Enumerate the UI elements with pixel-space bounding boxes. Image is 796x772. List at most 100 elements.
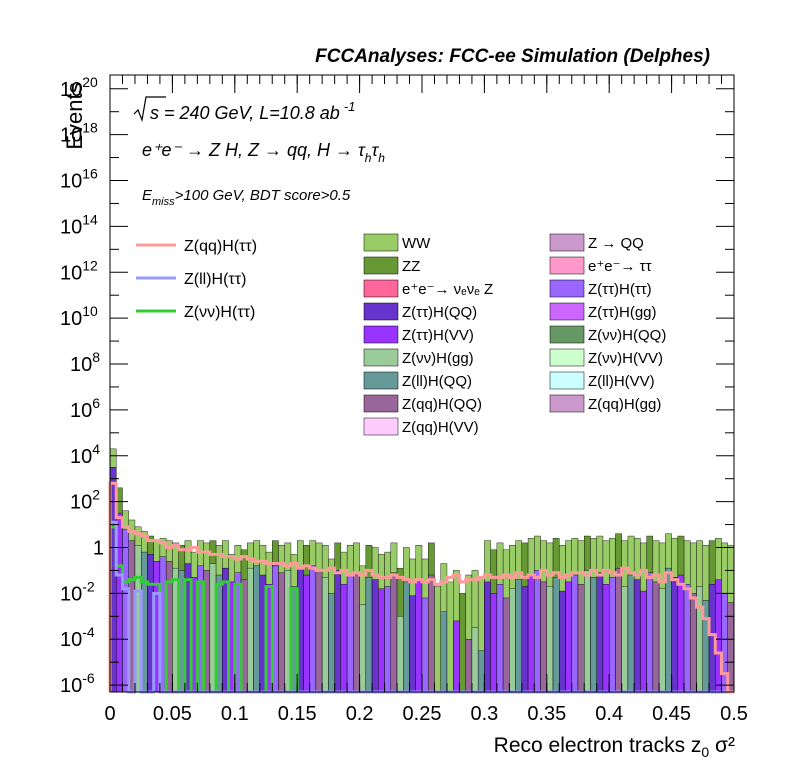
bar-component (484, 581, 491, 693)
legend-stack-label: WW (402, 235, 431, 252)
lumi-exponent: -1 (344, 99, 356, 114)
legend-stack-swatch (549, 325, 585, 344)
legend-stack-label: Z(ττ)H(VV) (402, 327, 474, 344)
bar-component (371, 579, 379, 693)
bar-component (515, 579, 523, 693)
bar-component (396, 616, 404, 693)
legend-stack-label: e⁺e⁻→ νₑνₑ Z (402, 281, 493, 298)
legend-line-label: Z(qq)H(ττ) (184, 238, 257, 255)
bar-component (409, 595, 416, 693)
x-tick-label: 0.1 (221, 703, 249, 725)
bar-component (303, 574, 310, 693)
legend-stack-label: Z(qq)H(gg) (588, 396, 661, 413)
y-tick-label: 1014 (60, 211, 98, 238)
legend-stack-label: Z(νν)H(gg) (402, 350, 474, 367)
sqrt-symbol (133, 96, 166, 123)
bar-component (440, 611, 448, 693)
x-tick-label: 0.35 (527, 703, 566, 725)
bar-component (584, 570, 591, 693)
bar-component (247, 567, 254, 693)
tau-2: τ (371, 140, 379, 160)
y-axis-title: Events (62, 82, 87, 149)
bar-component (615, 567, 622, 693)
bar-component (683, 583, 691, 693)
bar-component (359, 604, 367, 693)
y-tick-label: 1012 (60, 257, 98, 284)
bar-component (278, 572, 285, 693)
bar-component (378, 588, 385, 693)
legend-stack-swatch (549, 256, 585, 275)
legend-stack-swatch (363, 417, 399, 436)
legend-stack-label: Z(νν)H(QQ) (588, 327, 666, 344)
x-tick-label: 0.3 (470, 703, 498, 725)
legend-line-label: Z(ll)H(ττ) (184, 271, 246, 288)
svg-text:s = 240 GeV, L=10.8 ab-1: s = 240 GeV, L=10.8 ab -1 (150, 99, 355, 123)
legend-stack-swatch (363, 394, 399, 413)
bar-component (665, 567, 672, 693)
bar-component (309, 565, 317, 693)
legend-stack-swatch (549, 371, 585, 390)
bar-component (577, 583, 585, 693)
process-annotation: e⁺e⁻ → Z H, Z → qq, H → τhτh (142, 140, 385, 165)
legend-stack-label: ZZ (402, 258, 420, 275)
bar-component (415, 579, 423, 693)
axis-ticks: 0 0.05 0.1 0.15 0.2 0.25 0.3 0.35 0.4 0.45 0.5 10-6… (60, 74, 748, 725)
x-tick-label: 0.2 (346, 703, 374, 725)
bar-component (315, 570, 323, 693)
bar-component (621, 586, 629, 693)
zqqh-step-line (108, 481, 734, 694)
bar-component (365, 577, 373, 693)
bar-component (677, 574, 685, 693)
legend-stack-swatch (363, 325, 399, 344)
x-tick-label: 0.05 (153, 703, 192, 725)
x-axis-tail: σ² (709, 734, 735, 757)
bar-component (521, 586, 529, 693)
legend-stack-label: Z(ll)H(QQ) (402, 373, 472, 390)
bar-component (658, 588, 666, 693)
y-tick-label: 1016 (60, 166, 98, 193)
chart-title: FCCAnalyses: FCC-ee Simulation (Delphes) (315, 46, 710, 67)
legend-stack-swatch (549, 348, 585, 367)
bar-component (633, 579, 641, 693)
bar-component (671, 577, 679, 693)
legend-stack-label: Z(ll)H(VV) (588, 373, 655, 390)
x-tick-label: 0.15 (278, 703, 317, 725)
bar-component (565, 581, 572, 693)
y-tick-label: 102 (70, 487, 100, 514)
y-tick-label: 10-6 (60, 670, 95, 697)
bar-component (353, 572, 360, 693)
y-tick-label: 10-2 (60, 578, 95, 605)
bar-component (328, 593, 335, 693)
bar-component (346, 574, 354, 693)
bar-component (559, 590, 566, 693)
legend-signal: Z(qq)H(ττ) Z(ll)H(ττ) Z(νν)H(ττ) (136, 238, 257, 321)
y-tick-label: 1 (93, 537, 104, 559)
legend-background: WW Z → QQ ZZ e⁺e⁻→ ττ e⁺e⁻→ νₑνₑ Z Z(ττ)H(ττ)… (363, 233, 666, 436)
legend-stack-label: e⁺e⁻→ ττ (588, 258, 652, 275)
bar-component (546, 586, 554, 693)
cut-rest: >100 GeV, BDT score>0.5 (175, 187, 351, 204)
legend-stack-swatch (363, 256, 399, 275)
bar-component (590, 577, 597, 693)
legend-stack-swatch (549, 233, 585, 252)
bar-component (390, 572, 398, 693)
legend-stack-label: Z(qq)H(QQ) (402, 396, 482, 413)
bar-component (471, 627, 479, 693)
legend-stack-label: Z(qq)H(VV) (402, 419, 479, 436)
bar-component (490, 593, 498, 693)
legend-line-label: Z(νν)H(ττ) (184, 304, 255, 321)
legend-stack-swatch (549, 302, 585, 321)
y-tick-label: 10-4 (60, 624, 95, 651)
bar-component (534, 570, 541, 693)
process-label: e⁺e⁻ → Z H, Z → qq, H → τ (142, 140, 366, 160)
bar-component (602, 583, 610, 693)
bar-component (321, 577, 329, 693)
legend-stack-swatch (363, 371, 399, 390)
legend-stack-swatch (363, 302, 399, 321)
bar-component (552, 577, 560, 693)
cut-annotation: Emiss>100 GeV, BDT score>0.5 (142, 187, 351, 208)
bar-component (571, 574, 579, 693)
bar-component (509, 588, 516, 693)
bar-component (652, 581, 660, 693)
